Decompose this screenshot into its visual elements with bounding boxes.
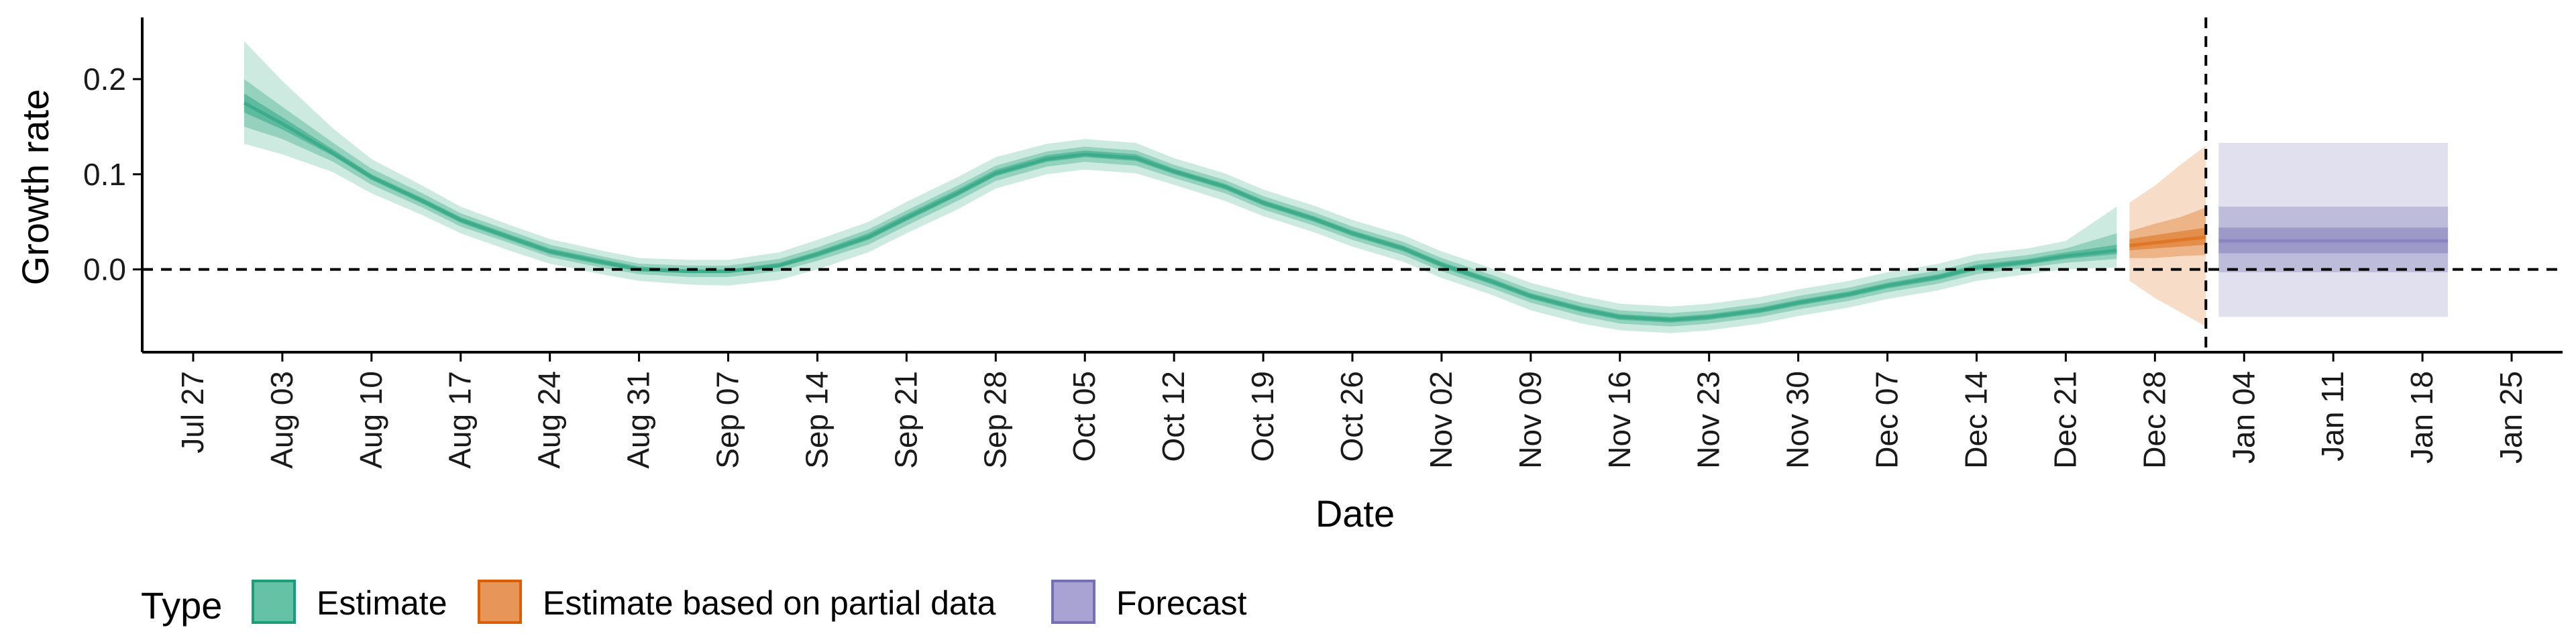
x-tick-label: Aug 17 bbox=[443, 371, 478, 469]
x-tick-label: Sep 07 bbox=[710, 371, 745, 469]
legend: Type Estimate Estimate based on partial d… bbox=[141, 580, 1247, 627]
x-tick-label: Oct 19 bbox=[1245, 371, 1280, 462]
y-axis-title: Growth rate bbox=[14, 89, 56, 286]
y-tick-label: 0.0 bbox=[83, 252, 126, 287]
x-tick-label: Oct 12 bbox=[1156, 371, 1191, 462]
legend-key-forecast bbox=[1051, 580, 1095, 624]
x-tick-label: Sep 21 bbox=[888, 371, 923, 469]
x-tick-label: Dec 14 bbox=[1958, 371, 1993, 469]
legend-title: Type bbox=[141, 584, 222, 627]
x-tick-label: Jan 18 bbox=[2404, 371, 2439, 464]
x-tick-label: Jul 27 bbox=[175, 371, 210, 453]
legend-label-forecast: Forecast bbox=[1116, 584, 1247, 622]
x-tick-label: Nov 23 bbox=[1691, 371, 1726, 469]
legend-label-estimate: Estimate bbox=[317, 584, 447, 622]
legend-label-estimate-based-on-partial-data: Estimate based on partial data bbox=[543, 584, 996, 622]
x-tick-label: Nov 30 bbox=[1780, 371, 1815, 469]
x-tick-label: Dec 28 bbox=[2137, 371, 2171, 469]
estimate-based-on-partial-data-band-50 bbox=[2129, 207, 2206, 258]
x-tick-label: Aug 03 bbox=[264, 371, 299, 469]
x-tick-label: Nov 09 bbox=[1513, 371, 1548, 469]
uncertainty-bands bbox=[243, 41, 2449, 333]
forecast-band-90 bbox=[2218, 143, 2449, 317]
legend-key-estimate bbox=[252, 580, 296, 624]
x-tick-label: Dec 07 bbox=[1870, 371, 1904, 469]
x-tick-label: Sep 14 bbox=[799, 371, 834, 469]
tick-labels: 0.0 0.1 0.2 Jul 27 Aug 03 Aug 10 Aug 17 Aug 24 A… bbox=[83, 62, 2528, 469]
estimate-band-90 bbox=[244, 41, 2117, 333]
x-axis-title: Date bbox=[1316, 492, 1395, 535]
x-tick-label: Jan 04 bbox=[2226, 371, 2261, 464]
estimate-based-on-partial-data-band-90 bbox=[2129, 146, 2206, 327]
x-tick-label: Jan 25 bbox=[2493, 371, 2528, 464]
y-tick-label: 0.2 bbox=[83, 62, 126, 97]
x-tick-label: Aug 31 bbox=[621, 371, 656, 469]
reference-lines bbox=[142, 17, 2563, 352]
x-tick-label: Nov 02 bbox=[1424, 371, 1458, 469]
x-tick-label: Sep 28 bbox=[977, 371, 1012, 469]
x-tick-label: Oct 26 bbox=[1334, 371, 1369, 462]
x-tick-label: Dec 21 bbox=[2047, 371, 2082, 469]
series-estimate bbox=[243, 41, 2117, 333]
y-tick-label: 0.1 bbox=[83, 157, 126, 192]
estimate-median-line bbox=[243, 101, 2117, 322]
series-estimate-based-on-partial-data bbox=[2129, 146, 2206, 327]
x-tick-label: Aug 24 bbox=[532, 371, 567, 469]
legend-key-estimate-based-on-partial-data bbox=[478, 580, 522, 624]
x-tick-label: Jan 11 bbox=[2315, 371, 2350, 462]
x-tick-label: Aug 10 bbox=[354, 371, 388, 469]
x-tick-label: Nov 16 bbox=[1602, 371, 1637, 469]
estimate-based-on-partial-data-median-line bbox=[2129, 235, 2206, 248]
series-forecast bbox=[2218, 143, 2449, 317]
x-tick-label: Oct 05 bbox=[1067, 371, 1102, 462]
